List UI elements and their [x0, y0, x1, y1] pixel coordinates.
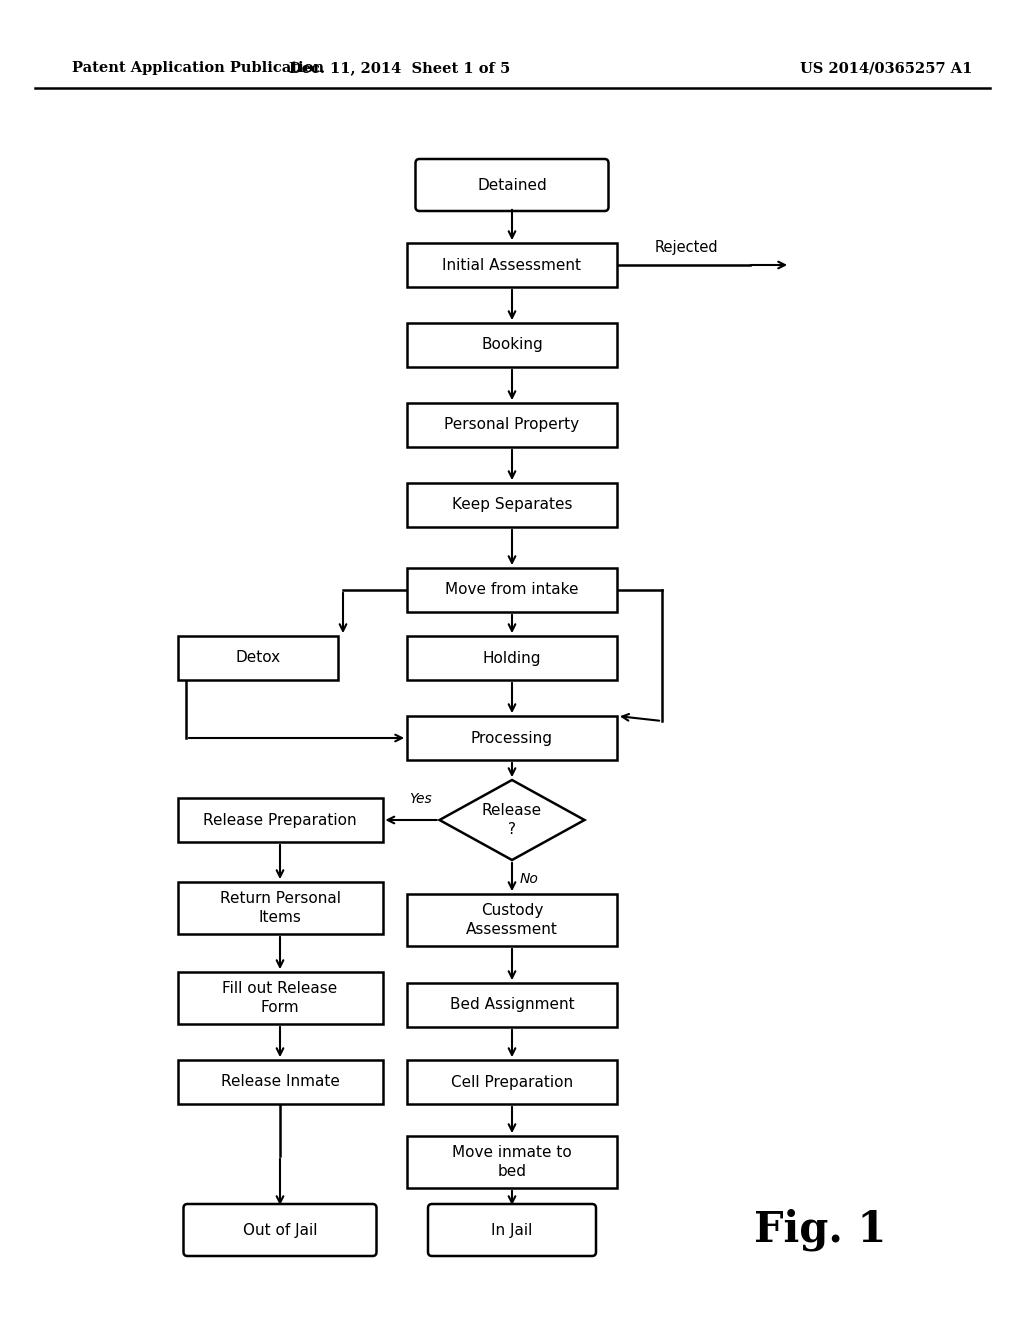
- Text: Cell Preparation: Cell Preparation: [451, 1074, 573, 1089]
- Bar: [407, 243, 617, 286]
- Text: Booking: Booking: [481, 338, 543, 352]
- Text: Bed Assignment: Bed Assignment: [450, 998, 574, 1012]
- Text: US 2014/0365257 A1: US 2014/0365257 A1: [800, 61, 973, 75]
- Text: Keep Separates: Keep Separates: [452, 498, 572, 512]
- Text: Detained: Detained: [477, 177, 547, 193]
- Text: Release
?: Release ?: [482, 803, 542, 837]
- Text: Move inmate to
bed: Move inmate to bed: [453, 1146, 571, 1179]
- Text: Holding: Holding: [482, 651, 542, 665]
- Bar: [407, 715, 617, 760]
- Text: No: No: [520, 873, 539, 886]
- FancyBboxPatch shape: [416, 158, 608, 211]
- Bar: [407, 636, 617, 680]
- Text: Release Preparation: Release Preparation: [203, 813, 356, 828]
- Text: Yes: Yes: [409, 792, 431, 807]
- Text: Patent Application Publication: Patent Application Publication: [72, 61, 324, 75]
- Bar: [407, 403, 617, 447]
- Bar: [178, 636, 338, 680]
- Bar: [407, 1060, 617, 1104]
- Bar: [407, 1137, 617, 1188]
- Text: Processing: Processing: [471, 730, 553, 746]
- Polygon shape: [439, 780, 585, 861]
- Text: Return Personal
Items: Return Personal Items: [219, 891, 341, 925]
- Bar: [407, 894, 617, 946]
- Bar: [177, 1060, 383, 1104]
- Text: Custody
Assessment: Custody Assessment: [466, 903, 558, 937]
- Bar: [177, 799, 383, 842]
- Text: Out of Jail: Out of Jail: [243, 1222, 317, 1238]
- Bar: [407, 323, 617, 367]
- Text: Initial Assessment: Initial Assessment: [442, 257, 582, 272]
- Text: Dec. 11, 2014  Sheet 1 of 5: Dec. 11, 2014 Sheet 1 of 5: [290, 61, 511, 75]
- Text: Fill out Release
Form: Fill out Release Form: [222, 981, 338, 1015]
- FancyBboxPatch shape: [428, 1204, 596, 1257]
- Bar: [407, 483, 617, 527]
- Text: Detox: Detox: [236, 651, 281, 665]
- Bar: [177, 972, 383, 1024]
- Text: Personal Property: Personal Property: [444, 417, 580, 433]
- Text: Fig. 1: Fig. 1: [754, 1209, 886, 1251]
- Text: Rejected: Rejected: [654, 240, 718, 255]
- Bar: [407, 983, 617, 1027]
- Text: In Jail: In Jail: [492, 1222, 532, 1238]
- Text: Release Inmate: Release Inmate: [220, 1074, 339, 1089]
- Bar: [177, 882, 383, 935]
- Bar: [407, 568, 617, 612]
- FancyBboxPatch shape: [183, 1204, 377, 1257]
- Text: Move from intake: Move from intake: [445, 582, 579, 598]
